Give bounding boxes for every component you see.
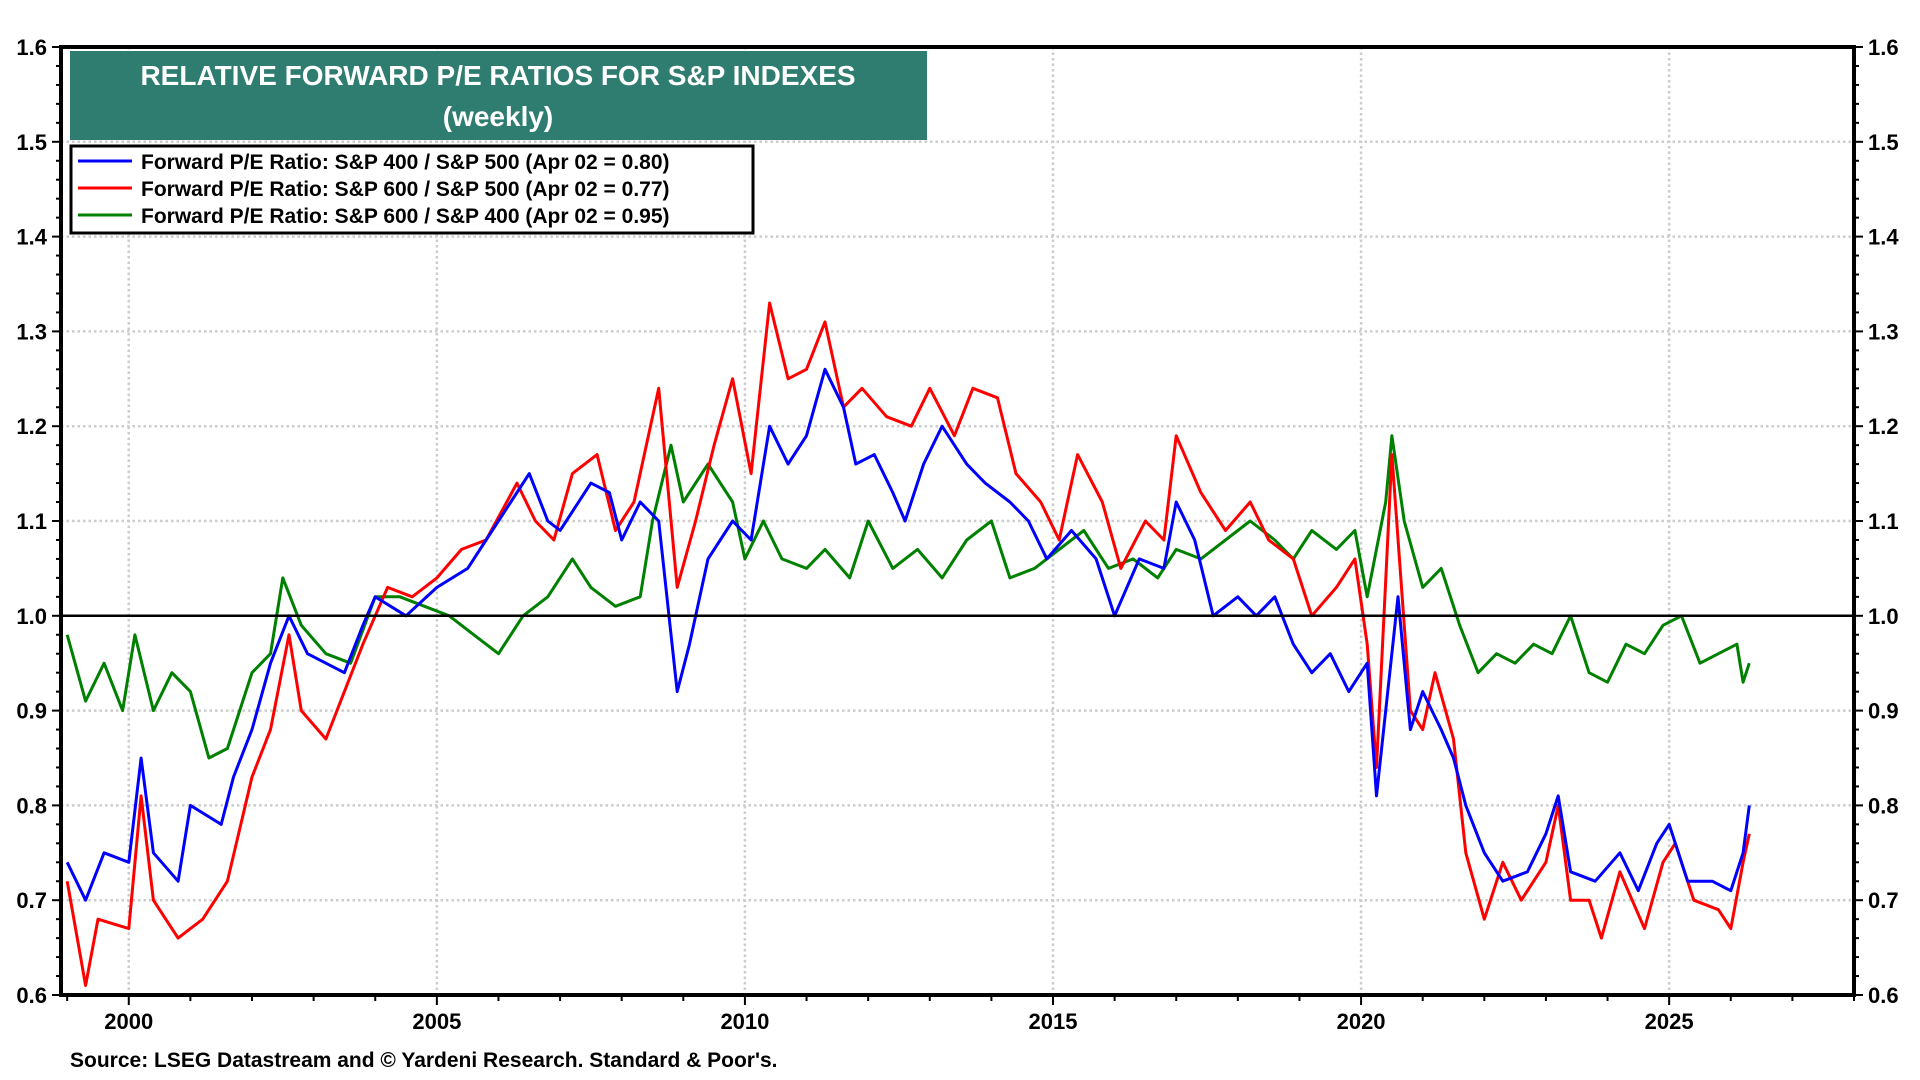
legend-label-600-500: Forward P/E Ratio: S&P 600 / S&P 500 (Ap… [141,178,670,201]
y-tick-label-left: 0.8 [16,793,47,818]
legend-box [69,144,755,235]
y-tick-label-left: 1.5 [16,130,47,155]
legend-label-400-500: Forward P/E Ratio: S&P 400 / S&P 500 (Ap… [141,151,670,174]
y-tick-label-right: 1.5 [1868,130,1899,155]
chart-subtitle: (weekly) [443,101,554,132]
chart-title: RELATIVE FORWARD P/E RATIOS FOR S&P INDE… [140,60,855,91]
y-tick-label-left: 0.6 [16,983,47,1008]
series-line-sp400-sp500 [65,367,1751,902]
y-tick-label-left: 1.0 [16,604,47,629]
y-tick-label-left: 1.4 [16,225,47,250]
x-tick-label: 2010 [720,1009,769,1034]
y-tick-label-right: 0.8 [1868,793,1899,818]
y-tick-label-left: 0.9 [16,699,47,724]
y-tick-label-right: 1.3 [1868,319,1899,344]
y-tick-label-right: 0.7 [1868,888,1899,913]
x-tick-label: 2005 [412,1009,461,1034]
y-tick-label-left: 0.7 [16,888,47,913]
x-tick-label: 2020 [1337,1009,1386,1034]
y-axis-left-ticks: 0.6 0.7 0.8 0.9 1.0 1.1 1.2 1.3 1.4 1.5 1.6 [16,35,47,1008]
legend-label-600-400: Forward P/E Ratio: S&P 600 / S&P 400 (Ap… [141,205,670,228]
plot-frame [59,45,1856,997]
y-tick-label-right: 0.9 [1868,699,1899,724]
series-line-sp600-sp500 [65,301,1751,987]
y-tick-label-right: 1.4 [1868,225,1899,250]
axes [52,45,1863,1005]
y-tick-label-right: 1.6 [1868,35,1899,60]
source-note: Source: LSEG Datastream and © Yardeni Re… [70,1049,777,1072]
y-tick-label-right: 0.6 [1868,983,1899,1008]
x-tick-label: 2015 [1029,1009,1078,1034]
title-background [70,51,927,140]
y-tick-label-right: 1.1 [1868,509,1899,534]
y-tick-label-left: 1.1 [16,509,47,534]
title-box: RELATIVE FORWARD P/E RATIOS FOR S&P INDE… [70,51,927,140]
series-lines [65,301,1751,987]
y-tick-label-left: 1.6 [16,35,47,60]
legend: Forward P/E Ratio: S&P 400 / S&P 500 (Ap… [69,144,755,235]
y-tick-label-left: 1.2 [16,414,47,439]
y-tick-label-right: 1.2 [1868,414,1899,439]
x-tick-label: 2000 [104,1009,153,1034]
series-line-sp600-sp400 [65,434,1751,760]
y-tick-label-left: 1.3 [16,319,47,344]
x-tick-label: 2025 [1645,1009,1694,1034]
x-axis-ticks: 2000 2005 2010 2015 2020 2025 [104,1009,1693,1034]
y-tick-label-right: 1.0 [1868,604,1899,629]
y-axis-right-ticks: 0.6 0.7 0.8 0.9 1.0 1.1 1.2 1.3 1.4 1.5 1.6 [1868,35,1899,1008]
